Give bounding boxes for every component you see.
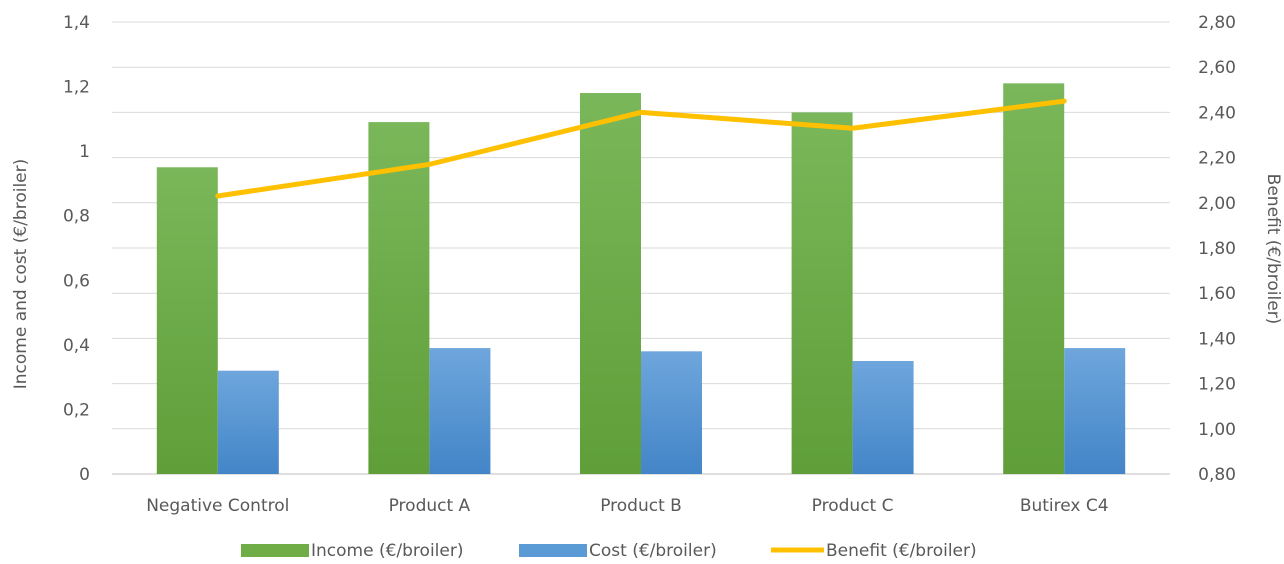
left-tick-label: 1,4	[63, 13, 90, 33]
bar-cost-product-a	[429, 348, 491, 474]
category-label-product-b: Product B	[600, 496, 682, 516]
left-tick-label: 0,2	[63, 400, 90, 420]
right-tick-label: 1,00	[1198, 420, 1236, 440]
bars	[156, 83, 1126, 475]
right-tick-label: 1,80	[1198, 239, 1236, 259]
bar-cost-negative-control	[217, 370, 279, 474]
bar-income-negative-control	[156, 167, 218, 475]
bar-income-butirex-c4	[1003, 83, 1065, 474]
left-tick-label: 1,2	[63, 78, 90, 98]
right-tick-label: 2,80	[1198, 13, 1236, 33]
right-tick-label: 2,60	[1198, 58, 1236, 78]
left-axis-ticks: 0 0,2 0,4 0,6 0,8 1 1,2 1,4	[63, 13, 90, 485]
left-tick-label: 0,4	[63, 336, 90, 356]
bar-income-product-c	[791, 112, 853, 475]
left-tick-label: 0	[79, 465, 90, 485]
category-label-product-a: Product A	[389, 496, 471, 516]
category-labels: Negative Control Product A Product B Produc…	[146, 496, 1108, 516]
legend-income-swatch	[241, 544, 309, 557]
legend-income-label: Income (€/broiler)	[311, 541, 463, 561]
bar-income-product-a	[368, 122, 430, 474]
right-tick-label: 2,20	[1198, 149, 1236, 169]
bar-income-product-b	[580, 93, 641, 475]
left-axis-title: Income and cost (€/broiler)	[11, 159, 31, 390]
left-tick-label: 1	[79, 142, 90, 162]
right-tick-label: 1,40	[1198, 329, 1236, 349]
bar-cost-butirex-c4	[1064, 348, 1126, 474]
legend-cost-label: Cost (€/broiler)	[589, 541, 717, 561]
left-tick-label: 0,8	[63, 207, 90, 227]
legend-benefit-label: Benefit (€/broiler)	[826, 541, 977, 561]
legend-cost-swatch	[519, 544, 587, 557]
legend: Income (€/broiler) Cost (€/broiler) Bene…	[241, 541, 977, 561]
left-tick-label: 0,6	[63, 271, 90, 291]
right-tick-label: 2,00	[1198, 194, 1236, 214]
category-label-negative-control: Negative Control	[146, 496, 289, 516]
category-label-butirex-c4: Butirex C4	[1020, 496, 1109, 516]
right-tick-label: 2,40	[1198, 103, 1236, 123]
right-tick-label: 1,20	[1198, 375, 1236, 395]
right-axis-title: Benefit (€/broiler)	[1263, 174, 1283, 325]
benefit-line-layer	[215, 98, 1067, 199]
benefit-line	[215, 98, 1067, 199]
right-tick-label: 0,80	[1198, 465, 1236, 485]
bar-cost-product-c	[852, 361, 914, 474]
right-tick-label: 1,60	[1198, 284, 1236, 304]
right-axis-ticks: 0,80 1,00 1,20 1,40 1,60 1,80 2,00 2,20 2,40 2,60…	[1198, 13, 1236, 485]
bar-cost-product-b	[641, 351, 702, 474]
category-label-product-c: Product C	[812, 496, 894, 516]
